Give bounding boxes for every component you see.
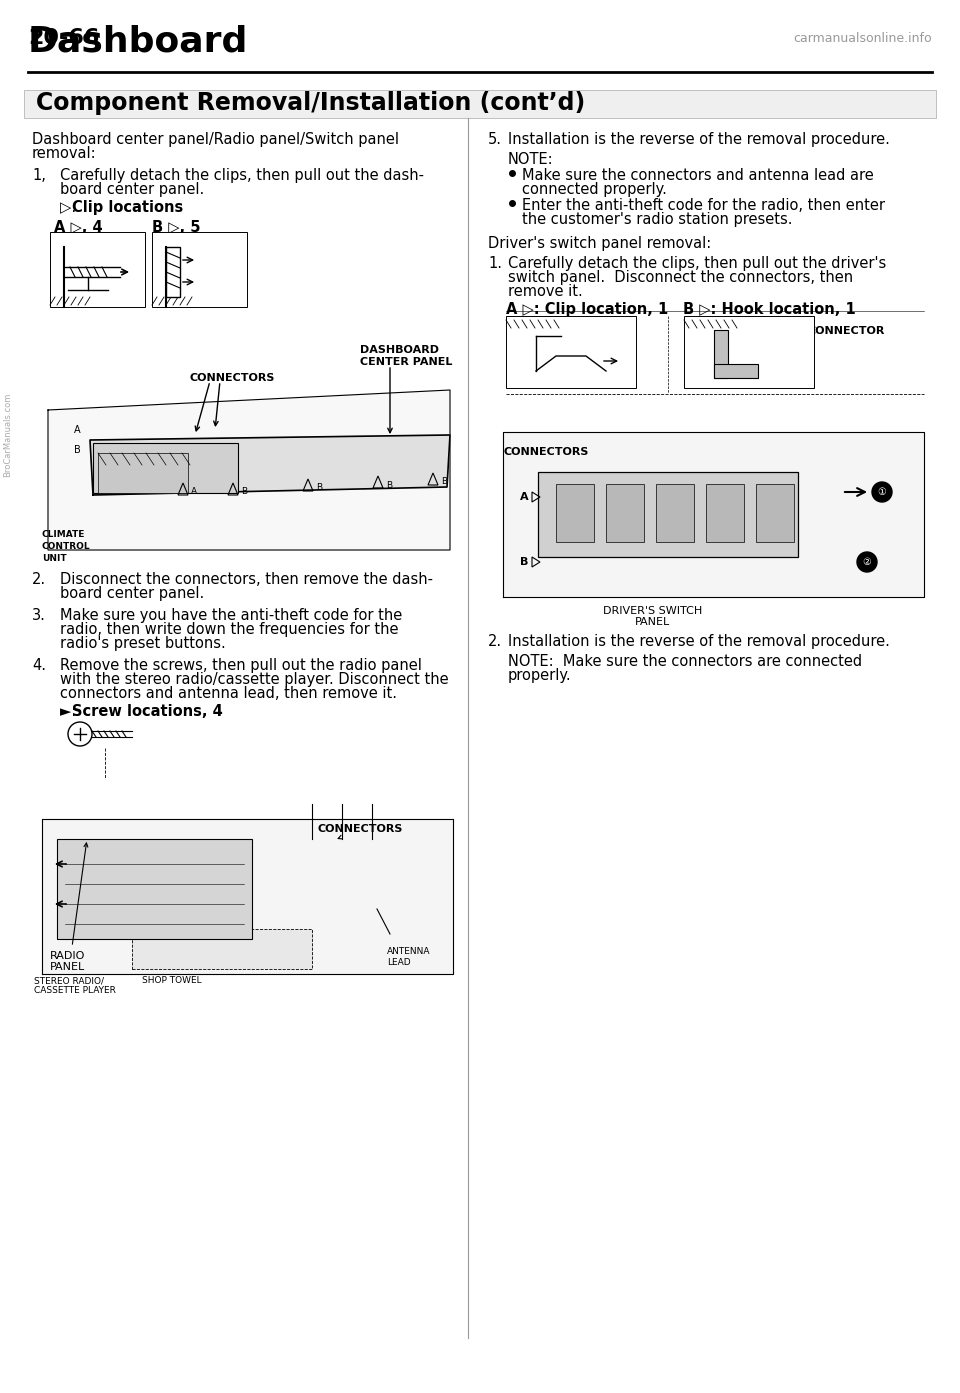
Bar — [684, 316, 814, 389]
Text: CLIMATE: CLIMATE — [42, 529, 85, 539]
Text: Dashboard: Dashboard — [28, 25, 249, 59]
Bar — [538, 472, 798, 557]
Text: A ▷, 4: A ▷, 4 — [54, 220, 103, 235]
Text: the customer's radio station presets.: the customer's radio station presets. — [522, 212, 793, 227]
Text: CONTROL: CONTROL — [42, 542, 90, 552]
Text: NOTE:: NOTE: — [508, 152, 554, 167]
Text: Driver's switch panel removal:: Driver's switch panel removal: — [488, 235, 711, 251]
Text: Installation is the reverse of the removal procedure.: Installation is the reverse of the remov… — [508, 132, 890, 148]
Polygon shape — [503, 432, 924, 598]
Text: 20-66: 20-66 — [28, 28, 100, 47]
Text: 4.: 4. — [32, 657, 46, 673]
Text: switch panel.  Disconnect the connectors, then: switch panel. Disconnect the connectors,… — [508, 270, 853, 286]
Text: Carefully detach the clips, then pull out the driver's: Carefully detach the clips, then pull ou… — [508, 256, 886, 272]
Text: radio's preset buttons.: radio's preset buttons. — [60, 637, 226, 651]
Text: board center panel.: board center panel. — [60, 182, 204, 196]
Text: Make sure you have the anti-theft code for the: Make sure you have the anti-theft code f… — [60, 607, 402, 623]
Text: 1.: 1. — [488, 256, 502, 272]
Text: connected properly.: connected properly. — [522, 182, 667, 196]
Bar — [714, 364, 758, 378]
Text: ANTENNA: ANTENNA — [387, 947, 430, 956]
Text: A: A — [520, 492, 529, 501]
Bar — [152, 233, 247, 306]
Text: CONNECTORS: CONNECTORS — [190, 373, 276, 383]
Bar — [98, 453, 188, 493]
Text: B: B — [241, 488, 247, 496]
Text: RADIO: RADIO — [50, 951, 85, 961]
Text: carmanualsonline.info: carmanualsonline.info — [793, 32, 932, 45]
Text: 5.: 5. — [488, 132, 502, 148]
Bar — [714, 330, 728, 378]
Text: 3.: 3. — [32, 607, 46, 623]
Bar — [24, 91, 936, 118]
Text: A: A — [74, 425, 81, 435]
Text: BroCarManuals.com: BroCarManuals.com — [4, 393, 12, 478]
Text: Carefully detach the clips, then pull out the dash-: Carefully detach the clips, then pull ou… — [60, 169, 424, 182]
Text: Remove the screws, then pull out the radio panel: Remove the screws, then pull out the rad… — [60, 657, 421, 673]
Text: UNIT: UNIT — [42, 554, 66, 563]
Bar — [756, 483, 794, 542]
Text: with the stereo radio/cassette player. Disconnect the: with the stereo radio/cassette player. D… — [60, 671, 448, 687]
Text: removal:: removal: — [32, 146, 97, 162]
Bar — [50, 233, 145, 306]
Text: DASHBOARD: DASHBOARD — [360, 345, 439, 355]
Text: Component Removal/Installation (cont’d): Component Removal/Installation (cont’d) — [36, 91, 586, 116]
Text: NOTE:  Make sure the connectors are connected: NOTE: Make sure the connectors are conne… — [508, 653, 862, 669]
Text: B ▷, 5: B ▷, 5 — [152, 220, 201, 235]
Text: B ▷: Hook location, 1: B ▷: Hook location, 1 — [683, 302, 855, 318]
Bar — [506, 316, 636, 389]
Text: PANEL: PANEL — [636, 617, 671, 627]
Bar — [606, 483, 644, 542]
Text: CONNECTORS: CONNECTORS — [317, 825, 402, 834]
Text: B: B — [386, 481, 392, 489]
Text: SHOP TOWEL: SHOP TOWEL — [142, 976, 202, 985]
Text: DRIVER'S SWITCH: DRIVER'S SWITCH — [604, 606, 703, 616]
Circle shape — [857, 552, 877, 573]
Text: CASSETTE PLAYER: CASSETTE PLAYER — [34, 986, 116, 995]
Text: remove it.: remove it. — [508, 284, 583, 299]
Text: connectors and antenna lead, then remove it.: connectors and antenna lead, then remove… — [60, 685, 397, 701]
Text: Disconnect the connectors, then remove the dash-: Disconnect the connectors, then remove t… — [60, 573, 433, 586]
Text: B: B — [316, 483, 323, 493]
Polygon shape — [90, 435, 450, 495]
Text: B: B — [74, 444, 81, 456]
Text: LEAD: LEAD — [387, 958, 411, 967]
Text: radio, then write down the frequencies for the: radio, then write down the frequencies f… — [60, 623, 398, 637]
Text: board center panel.: board center panel. — [60, 586, 204, 600]
Text: ②: ② — [863, 557, 872, 567]
Text: Dashboard center panel/Radio panel/Switch panel: Dashboard center panel/Radio panel/Switc… — [32, 132, 399, 148]
Bar — [93, 443, 238, 493]
Text: STEREO RADIO/: STEREO RADIO/ — [34, 976, 104, 985]
Text: Enter the anti-theft code for the radio, then enter: Enter the anti-theft code for the radio,… — [522, 198, 885, 213]
Text: 2.: 2. — [32, 573, 46, 586]
Text: CONNECTORS: CONNECTORS — [503, 447, 588, 457]
Text: PANEL: PANEL — [50, 963, 85, 972]
Polygon shape — [42, 819, 453, 974]
Text: Make sure the connectors and antenna lead are: Make sure the connectors and antenna lea… — [522, 169, 874, 182]
Text: CENTER PANEL: CENTER PANEL — [360, 357, 452, 366]
Text: 1,: 1, — [32, 169, 46, 182]
Text: CONNECTOR: CONNECTOR — [808, 326, 885, 336]
Text: A: A — [191, 488, 197, 496]
Circle shape — [68, 722, 92, 747]
Polygon shape — [48, 390, 450, 550]
Circle shape — [872, 482, 892, 501]
Bar — [57, 839, 252, 939]
Text: Clip locations: Clip locations — [72, 201, 183, 215]
Bar — [132, 929, 312, 970]
Bar — [556, 483, 594, 542]
Text: Installation is the reverse of the removal procedure.: Installation is the reverse of the remov… — [508, 634, 890, 649]
Text: properly.: properly. — [508, 669, 571, 683]
Text: B: B — [441, 478, 447, 486]
Bar — [656, 483, 694, 542]
Text: A ▷: Clip location, 1: A ▷: Clip location, 1 — [506, 302, 668, 318]
Bar — [706, 483, 744, 542]
Text: B: B — [520, 557, 528, 567]
Text: ▷:: ▷: — [60, 201, 81, 215]
Text: ►:: ►: — [60, 703, 81, 719]
Text: 2.: 2. — [488, 634, 502, 649]
Text: Screw locations, 4: Screw locations, 4 — [72, 703, 223, 719]
Text: ①: ① — [877, 488, 886, 497]
Bar — [166, 247, 180, 297]
